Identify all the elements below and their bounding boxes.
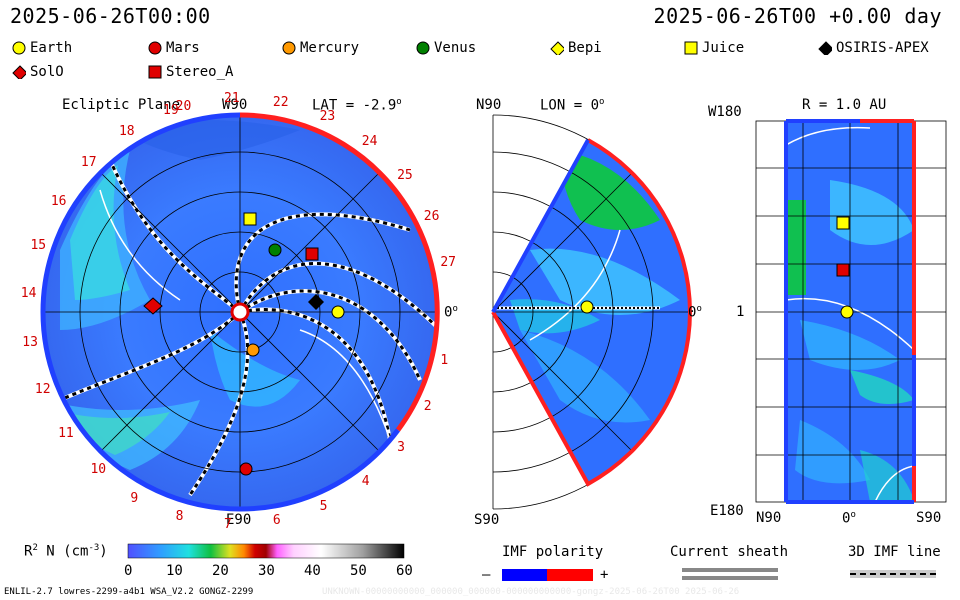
day-tick-label: 1 bbox=[440, 352, 449, 368]
legend-juice: Juice bbox=[684, 40, 744, 56]
colorbar-label: R2 N (cm-3) bbox=[24, 543, 108, 560]
day-tick-label: 2 bbox=[423, 398, 432, 414]
ecliptic-bottom-label: E90 bbox=[226, 512, 252, 528]
day-tick-label: 10 bbox=[90, 462, 107, 478]
day-tick-label: 19 bbox=[163, 102, 179, 118]
colorbar-tick-label: 40 bbox=[304, 563, 321, 579]
latlon-juice-marker bbox=[836, 216, 850, 230]
day-tick-label: 18 bbox=[118, 124, 135, 140]
latlon-mid-left: 1 bbox=[736, 304, 745, 320]
day-tick-label: 12 bbox=[34, 382, 51, 398]
day-tick-label: 23 bbox=[319, 109, 336, 125]
day-tick-label: 27 bbox=[440, 255, 457, 271]
legend-osiris-apex: OSIRIS-APEX bbox=[818, 40, 929, 56]
day-tick-label: 22 bbox=[272, 94, 289, 110]
current-sheath-swatch bbox=[682, 568, 778, 580]
latlon-x-mid: 0o bbox=[842, 510, 856, 527]
latlon-x-left: N90 bbox=[756, 510, 782, 526]
day-tick-label: 26 bbox=[423, 209, 440, 225]
latlon-title: R = 1.0 AU bbox=[802, 97, 887, 113]
meridional-top-label: N90 bbox=[476, 97, 502, 113]
colorbar-tick-label: 50 bbox=[350, 563, 367, 579]
mercury-marker bbox=[246, 343, 260, 357]
latlon-earth-marker bbox=[840, 305, 854, 319]
meridional-bottom-label: S90 bbox=[474, 512, 500, 528]
imf-line-swatch bbox=[850, 570, 936, 578]
imf-minus: – bbox=[482, 567, 491, 583]
legend-solo: SolO bbox=[12, 64, 64, 80]
stereo-a-marker bbox=[305, 247, 319, 261]
ecliptic-top-label: W90 bbox=[222, 97, 248, 113]
day-tick-label: 16 bbox=[50, 193, 67, 209]
day-tick-label: 5 bbox=[319, 498, 328, 514]
density-colorbar bbox=[127, 543, 405, 559]
mars-marker bbox=[239, 462, 253, 476]
day-tick-label: 6 bbox=[272, 513, 281, 529]
day-tick-label: 14 bbox=[20, 286, 37, 302]
day-tick-label: 9 bbox=[130, 490, 139, 506]
legend-bepi: Bepi bbox=[550, 40, 602, 56]
ecliptic-title: Ecliptic Plane bbox=[62, 97, 181, 113]
left-timestamp: 2025-06-26T00:00 bbox=[10, 4, 211, 28]
colorbar-tick-label: 0 bbox=[124, 563, 133, 579]
latlon-bottom-left: E180 bbox=[710, 503, 744, 519]
legend-earth: Earth bbox=[12, 40, 72, 56]
ecliptic-right-label: 0o bbox=[444, 304, 458, 321]
day-tick-label: 15 bbox=[30, 238, 47, 254]
legend-venus: Venus bbox=[416, 40, 476, 56]
latlon-stereo-a-marker bbox=[836, 263, 850, 277]
solo-marker bbox=[143, 297, 163, 315]
imf-plus: + bbox=[600, 567, 609, 583]
meridional-plot bbox=[491, 114, 693, 510]
day-tick-label: 8 bbox=[175, 509, 184, 525]
day-tick-label: 24 bbox=[361, 134, 378, 150]
day-tick-label: 11 bbox=[58, 425, 74, 441]
legend-stereo-a: Stereo_A bbox=[148, 64, 233, 80]
day-tick-label: 25 bbox=[397, 168, 413, 184]
imf-line-title: 3D IMF line bbox=[848, 544, 941, 560]
footer-left: ENLIL-2.7 lowres-2299-a4b1 WSA_V2.2 GONG… bbox=[4, 587, 254, 597]
meridional-right-label: 0o bbox=[688, 304, 702, 321]
current-sheath-title: Current sheath bbox=[670, 544, 789, 560]
imf-negative-swatch bbox=[502, 569, 547, 581]
colorbar-tick-label: 10 bbox=[166, 563, 183, 579]
venus-marker bbox=[268, 243, 282, 257]
latlon-plot bbox=[755, 119, 947, 504]
footer-right: UNKNOWN-00000000000_000000_000000-000000… bbox=[322, 587, 740, 597]
day-tick-label: 20 bbox=[175, 98, 192, 114]
latlon-x-right: S90 bbox=[916, 510, 942, 526]
lat-label: LAT = -2.9o bbox=[312, 97, 402, 114]
day-tick-label: 17 bbox=[80, 154, 97, 170]
ecliptic-plot bbox=[40, 112, 440, 512]
earth-marker bbox=[331, 305, 345, 319]
day-tick-label: 4 bbox=[361, 473, 370, 489]
day-tick-label: 21 bbox=[224, 91, 240, 107]
osiris-apex-marker bbox=[308, 294, 324, 310]
colorbar-tick-label: 30 bbox=[258, 563, 275, 579]
legend-mercury: Mercury bbox=[282, 40, 359, 56]
right-timestamp: 2025-06-26T00 +0.00 day bbox=[653, 4, 942, 28]
colorbar-tick-label: 60 bbox=[396, 563, 413, 579]
latlon-top-left: W180 bbox=[708, 104, 742, 120]
day-tick-label: 3 bbox=[397, 439, 405, 455]
meridional-earth-marker bbox=[580, 300, 594, 314]
legend-mars: Mars bbox=[148, 40, 200, 56]
lon-label: LON = 0o bbox=[540, 97, 605, 114]
colorbar-tick-label: 20 bbox=[212, 563, 229, 579]
day-tick-label: 13 bbox=[22, 335, 38, 351]
juice-marker bbox=[243, 212, 257, 226]
imf-positive-swatch bbox=[547, 569, 593, 581]
imf-polarity-title: IMF polarity bbox=[502, 544, 604, 560]
day-tick-label: 7 bbox=[224, 516, 232, 532]
